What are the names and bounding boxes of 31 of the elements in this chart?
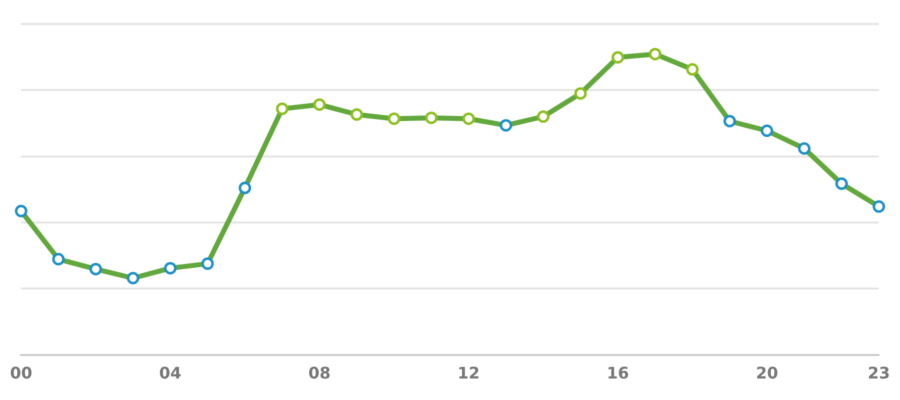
x-tick-label: 04 <box>159 364 182 383</box>
x-tick-label: 00 <box>10 364 32 383</box>
point <box>52 252 65 266</box>
point <box>612 51 624 64</box>
point <box>89 262 102 276</box>
x-tick-label: 16 <box>606 364 629 383</box>
x-tick-label: 12 <box>458 364 480 383</box>
point <box>462 112 475 125</box>
x-tick-label: 23 <box>868 364 890 383</box>
point <box>872 200 886 213</box>
point <box>760 124 774 138</box>
point <box>536 110 550 123</box>
point <box>574 87 587 100</box>
point <box>313 98 326 111</box>
point <box>126 272 140 284</box>
point <box>798 142 811 155</box>
point <box>201 257 214 270</box>
x-tick-label: 20 <box>756 364 778 383</box>
point <box>350 108 364 121</box>
point <box>14 204 28 218</box>
point <box>388 112 400 125</box>
point <box>723 114 736 128</box>
point <box>164 262 177 274</box>
point <box>425 112 438 124</box>
point <box>276 102 288 116</box>
point <box>835 177 848 190</box>
point <box>500 119 512 132</box>
point <box>648 48 662 60</box>
point <box>686 63 699 76</box>
point <box>238 182 252 194</box>
x-tick-label: 08 <box>308 364 331 383</box>
